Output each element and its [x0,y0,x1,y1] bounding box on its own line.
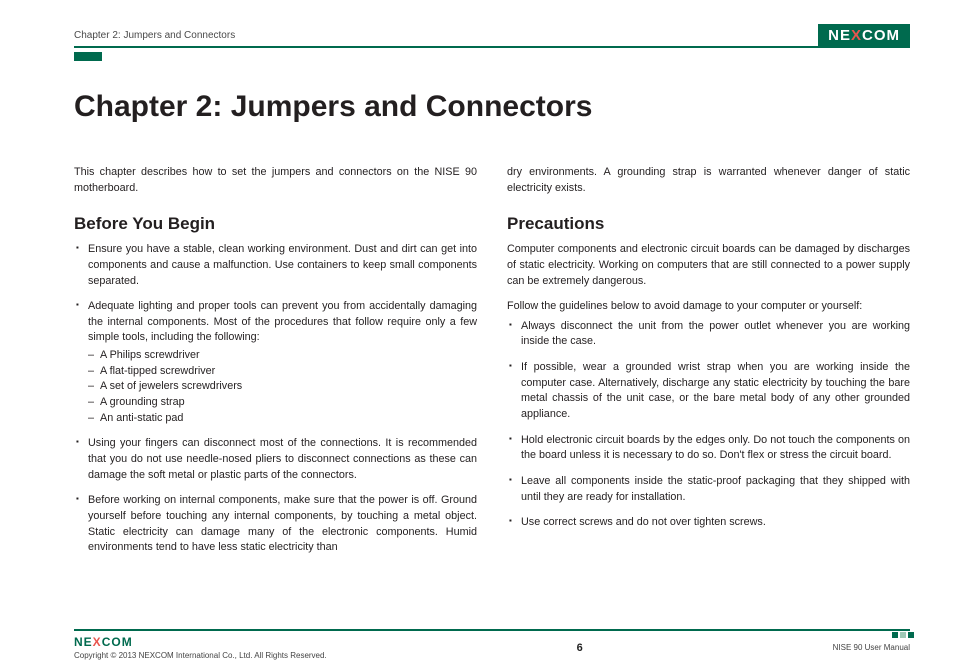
tools-sublist: A Philips screwdriver A flat-tipped scre… [88,348,477,426]
list-item: Always disconnect the unit from the powe… [507,319,910,350]
list-item: Use correct screws and do not over tight… [507,515,910,531]
logo-post: COM [102,635,133,649]
header-rule [74,46,910,48]
copyright-text: Copyright © 2013 NEXCOM International Co… [74,651,327,660]
footer-logo: NEXCOM [74,635,327,649]
sublist-item: A set of jewelers screwdrivers [88,379,477,395]
footer-marks-icon [892,632,914,638]
logo-x: X [851,27,862,44]
precautions-lead: Follow the guidelines below to avoid dam… [507,299,910,315]
sublist-item: A Philips screwdriver [88,348,477,364]
precautions-heading: Precautions [507,214,910,234]
chapter-title: Chapter 2: Jumpers and Connectors [74,90,592,124]
page-number: 6 [577,642,583,654]
list-item: Leave all components inside the static-p… [507,474,910,505]
content-columns: This chapter describes how to set the ju… [74,165,910,566]
list-item: If possible, wear a grounded wrist strap… [507,360,910,423]
before-you-begin-heading: Before You Begin [74,214,477,234]
list-item: Ensure you have a stable, clean working … [74,242,477,289]
intro-text: This chapter describes how to set the ju… [74,165,477,196]
precautions-intro: Computer components and electronic circu… [507,242,910,289]
list-item: Before working on internal components, m… [74,493,477,556]
sublist-item: A grounding strap [88,395,477,411]
before-you-begin-list: Ensure you have a stable, clean working … [74,242,477,556]
sublist-item: A flat-tipped screwdriver [88,364,477,380]
brand-logo: NEXCOM [818,24,910,47]
doc-title: NISE 90 User Manual [833,643,910,652]
list-item: Using your fingers can disconnect most o… [74,436,477,483]
left-column: This chapter describes how to set the ju… [74,165,477,566]
logo-pre: NE [74,635,93,649]
logo-pre: NE [828,27,851,44]
list-item-text: Adequate lighting and proper tools can p… [88,300,477,343]
list-item: Hold electronic circuit boards by the ed… [507,433,910,464]
logo-post: COM [862,27,900,44]
page-footer: NEXCOM Copyright © 2013 NEXCOM Internati… [74,629,910,660]
list-item: Adequate lighting and proper tools can p… [74,299,477,426]
precautions-list: Always disconnect the unit from the powe… [507,319,910,531]
accent-tab [74,52,102,61]
header-chapter-label: Chapter 2: Jumpers and Connectors [74,30,235,41]
sublist-item: An anti-static pad [88,411,477,427]
footer-rule [74,629,910,631]
carryover-text: dry environments. A grounding strap is w… [507,165,910,196]
right-column: dry environments. A grounding strap is w… [507,165,910,566]
logo-x: X [93,635,102,649]
footer-left: NEXCOM Copyright © 2013 NEXCOM Internati… [74,635,327,660]
